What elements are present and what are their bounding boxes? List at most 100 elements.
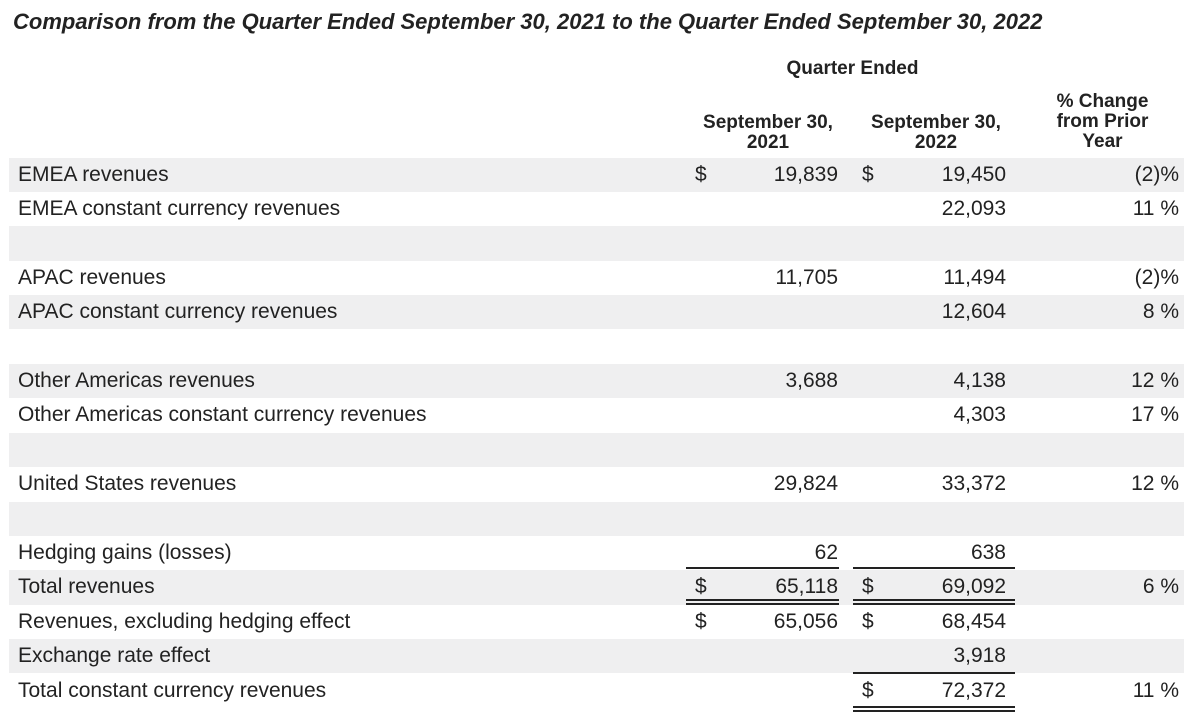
total-double-rule-col1-b <box>686 603 839 605</box>
value-2021 <box>719 502 838 536</box>
dollar-2021: $ <box>695 609 707 633</box>
value-2021 <box>719 674 838 708</box>
table-row <box>9 226 1184 261</box>
dollar-2022: $ <box>862 575 874 599</box>
header-sep-2022-line2: 2022 <box>914 132 958 153</box>
pct-change: 11 % <box>1132 197 1179 221</box>
row-label: Other Americas constant currency revenue… <box>18 403 427 427</box>
value-2021: 29,824 <box>773 472 838 496</box>
value-2021 <box>719 226 838 260</box>
pct-change <box>1069 536 1179 570</box>
value-2021 <box>719 398 838 432</box>
pct-change <box>1069 330 1179 364</box>
table-row: Total constant currency revenues $72,372 1… <box>9 674 1184 708</box>
value-2022: 19,450 <box>941 162 1006 186</box>
value-2021 <box>719 295 838 329</box>
value-2022: 11,494 <box>943 265 1006 289</box>
pct-change <box>1069 433 1179 467</box>
row-label: United States revenues <box>18 472 237 496</box>
row-label: Hedging gains (losses) <box>18 541 232 565</box>
table-row: EMEA constant currency revenues 22,093 11 … <box>9 192 1184 226</box>
value-2022: 638 <box>970 541 1006 565</box>
pct-change <box>1069 502 1179 536</box>
pct-change: 12 % <box>1131 472 1179 496</box>
dollar-2021: $ <box>695 575 707 599</box>
row-label: Exchange rate effect <box>18 644 211 668</box>
header-sep-2022: September 30, 2022 <box>860 113 1012 153</box>
dollar-2021: $ <box>695 162 707 186</box>
value-2021: 65,056 <box>773 609 838 633</box>
value-2022: 72,372 <box>941 678 1006 702</box>
value-2021: 3,688 <box>785 369 838 393</box>
pct-change: 17 % <box>1131 403 1179 427</box>
value-2022: 69,092 <box>941 575 1006 599</box>
header-sep-2022-line1: September 30, <box>871 112 1001 133</box>
pct-change: 8 % <box>1142 300 1179 324</box>
pct-change <box>1069 226 1179 260</box>
dollar-2022: $ <box>862 162 874 186</box>
value-2021: 62 <box>814 541 838 565</box>
table-row: Exchange rate effect 3,918 <box>9 639 1184 674</box>
table-row <box>9 501 1184 536</box>
table-row <box>9 330 1184 364</box>
header-sep-2021: September 30, 2021 <box>692 113 844 153</box>
table-row: APAC revenues 11,705 11,494 (2)% <box>9 261 1184 295</box>
total-double-rule-col1-a <box>686 599 839 601</box>
value-2022: 4,303 <box>953 403 1006 427</box>
pct-change: 11 % <box>1132 678 1179 702</box>
final-double-rule-col2-a <box>853 706 1015 708</box>
table-row: Hedging gains (losses) 62 638 <box>9 536 1184 570</box>
header-pct-change-line3: Year <box>1082 131 1123 152</box>
table-row: Total revenues $65,118 $69,092 6 % <box>9 570 1184 605</box>
table-row: APAC constant currency revenues 12,604 8 % <box>9 295 1184 330</box>
pct-change: (2)% <box>1134 162 1179 186</box>
subtotal-rule-col1 <box>686 567 839 569</box>
total-double-rule-col2-b <box>853 603 1015 605</box>
pct-change: 6 % <box>1142 575 1179 599</box>
header-pct-change: % Change from Prior Year <box>1035 92 1170 152</box>
row-label: Total constant currency revenues <box>18 678 327 702</box>
value-2022 <box>889 502 1006 536</box>
value-2021: 11,705 <box>775 265 838 289</box>
value-2022: 68,454 <box>941 609 1006 633</box>
value-2022 <box>889 226 1006 260</box>
exchange-rule-col2 <box>853 672 1015 674</box>
dollar-2022: $ <box>862 609 874 633</box>
value-2022: 12,604 <box>941 300 1006 324</box>
row-label: APAC constant currency revenues <box>18 300 338 324</box>
pct-change: 12 % <box>1131 369 1179 393</box>
subtotal-rule-col2 <box>853 567 1015 569</box>
row-label: Total revenues <box>18 575 155 599</box>
table-row <box>9 432 1184 468</box>
table-row: Other Americas revenues 3,688 4,138 12 % <box>9 363 1184 399</box>
row-label: Revenues, excluding hedging effect <box>18 609 351 633</box>
value-2022: 4,138 <box>953 369 1006 393</box>
header-pct-change-line1: % Change <box>1056 91 1149 112</box>
table-title: Comparison from the Quarter Ended Septem… <box>13 9 1043 34</box>
value-2022: 33,372 <box>941 472 1006 496</box>
table-row: EMEA revenues $19,839 $19,450 (2)% <box>9 157 1184 192</box>
pct-change: (2)% <box>1134 265 1179 289</box>
header-sep-2021-line1: September 30, <box>703 112 833 133</box>
final-double-rule-col2-b <box>853 710 1015 712</box>
value-2022: 22,093 <box>941 197 1006 221</box>
pct-change <box>1069 639 1179 673</box>
row-label: EMEA constant currency revenues <box>18 197 341 221</box>
value-2021 <box>719 433 838 467</box>
row-label: APAC revenues <box>18 265 166 289</box>
dollar-2022: $ <box>862 678 874 702</box>
value-2021 <box>719 192 838 226</box>
value-2022 <box>889 330 1006 364</box>
header-sep-2021-line2: 2021 <box>746 132 790 153</box>
header-pct-change-line2: from Prior <box>1056 111 1149 132</box>
value-2021: 65,118 <box>775 575 838 599</box>
value-2022 <box>889 433 1006 467</box>
table-row: United States revenues 29,824 33,372 12 % <box>9 467 1184 501</box>
header-quarter-ended: Quarter Ended <box>786 58 919 79</box>
row-label: Other Americas revenues <box>18 369 255 393</box>
total-double-rule-col2-a <box>853 599 1015 601</box>
row-label: EMEA revenues <box>18 162 169 186</box>
value-2021 <box>719 330 838 364</box>
table-row: Revenues, excluding hedging effect $65,05… <box>9 605 1184 639</box>
value-2021: 19,839 <box>773 162 838 186</box>
